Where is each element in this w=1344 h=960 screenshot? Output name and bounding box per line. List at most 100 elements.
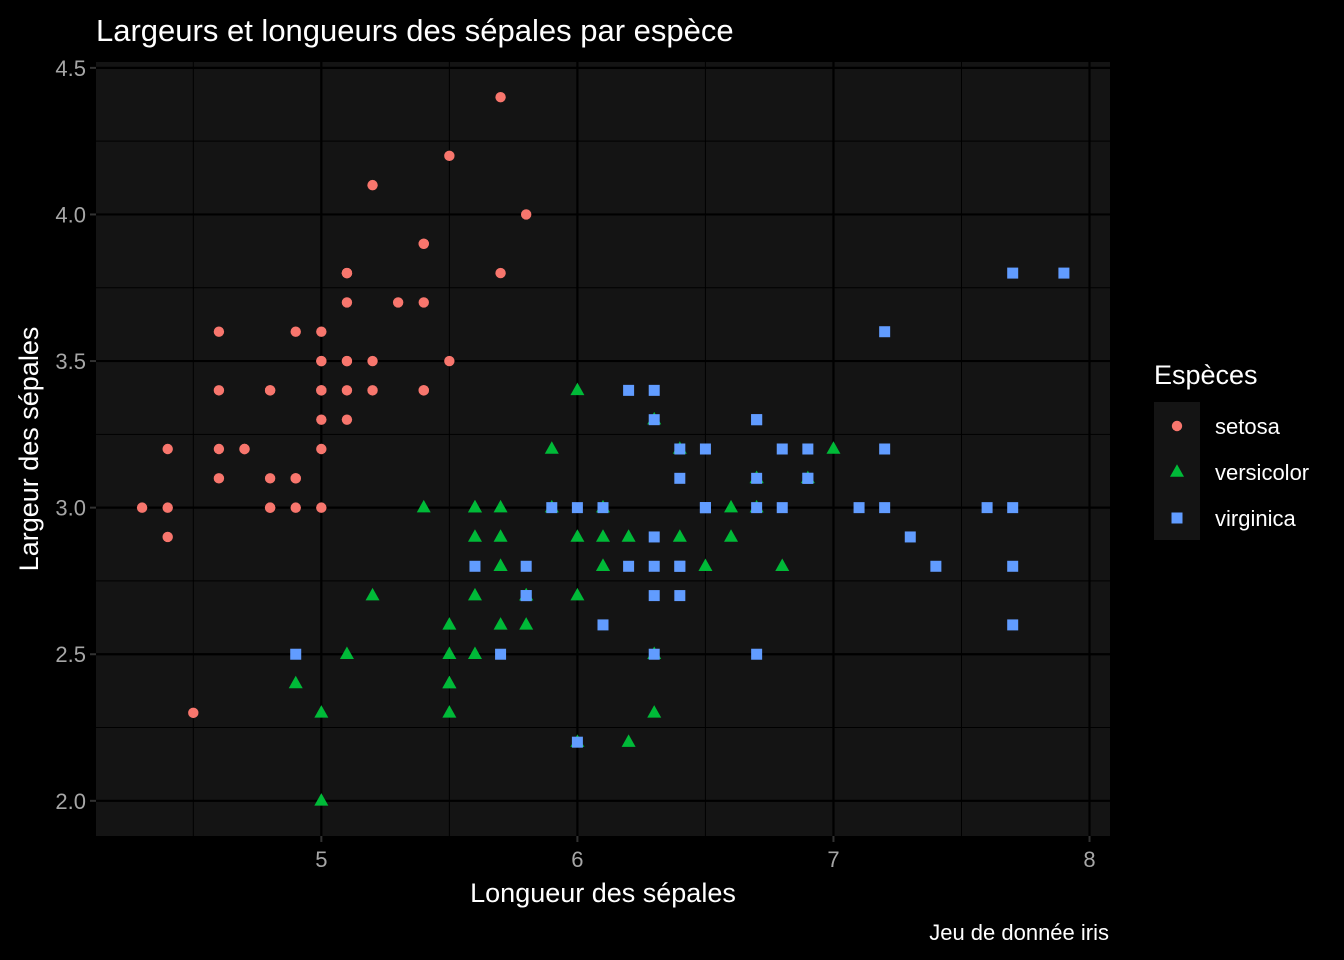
data-point-versicolor xyxy=(365,587,380,601)
legend-title: Espèces xyxy=(1154,360,1258,390)
data-point-virginica xyxy=(648,414,660,426)
data-point-versicolor xyxy=(621,734,636,747)
legend-key-versicolor xyxy=(1170,464,1184,477)
data-point-virginica xyxy=(981,502,993,514)
data-point-virginica xyxy=(674,472,686,484)
y-tick-label: 2.0 xyxy=(55,789,86,814)
data-point-virginica xyxy=(674,560,686,572)
data-point-virginica xyxy=(699,443,711,455)
data-point-virginica xyxy=(520,590,532,602)
data-point-setosa xyxy=(367,355,378,367)
data-point-setosa xyxy=(316,355,327,367)
x-axis: 5 6 7 8 xyxy=(315,836,1096,872)
data-point-versicolor xyxy=(672,529,687,542)
data-point-versicolor xyxy=(442,705,457,718)
data-point-setosa xyxy=(213,326,225,337)
data-point-setosa xyxy=(162,443,173,455)
data-point-virginica xyxy=(648,560,660,572)
data-point-versicolor xyxy=(288,675,303,689)
data-point-versicolor xyxy=(596,529,610,542)
data-point-setosa xyxy=(188,707,199,719)
data-point-setosa xyxy=(290,473,301,484)
data-point-virginica xyxy=(904,531,916,543)
data-point-versicolor xyxy=(621,529,636,542)
data-point-versicolor xyxy=(647,705,662,718)
data-point-setosa xyxy=(316,443,327,455)
chart-title: Largeurs et longueurs des sépales par es… xyxy=(96,13,734,48)
data-point-virginica xyxy=(853,502,865,514)
data-point-setosa xyxy=(495,91,506,103)
data-point-setosa xyxy=(213,443,225,455)
data-point-virginica xyxy=(1007,560,1019,572)
data-point-virginica xyxy=(776,443,788,455)
x-tick-label: 8 xyxy=(1083,847,1095,872)
data-point-setosa xyxy=(213,473,225,484)
data-point-virginica xyxy=(648,590,660,602)
data-point-virginica xyxy=(699,502,711,514)
data-point-versicolor xyxy=(724,529,739,542)
data-point-virginica xyxy=(1007,619,1019,631)
data-point-setosa xyxy=(264,385,276,396)
data-point-virginica xyxy=(648,648,660,660)
x-tick-label: 7 xyxy=(827,847,839,872)
legend-label-versicolor: versicolor xyxy=(1215,460,1309,485)
data-point-versicolor xyxy=(467,499,482,513)
data-point-versicolor xyxy=(493,617,508,630)
x-tick-label: 6 xyxy=(571,847,583,872)
data-point-virginica xyxy=(879,502,891,514)
data-point-setosa xyxy=(290,502,301,513)
data-point-versicolor xyxy=(467,646,482,659)
x-tick-label: 5 xyxy=(315,847,327,872)
data-point-virginica xyxy=(751,502,763,514)
data-point-virginica xyxy=(802,443,814,455)
data-point-virginica xyxy=(751,648,763,660)
data-point-setosa xyxy=(341,414,353,425)
data-point-setosa xyxy=(520,209,532,220)
y-tick-label: 3.0 xyxy=(55,496,86,521)
data-point-setosa xyxy=(162,502,173,513)
data-point-virginica xyxy=(571,502,583,514)
data-point-versicolor xyxy=(724,499,739,513)
plot-panel xyxy=(96,62,1110,836)
legend: Espèces setosa versicolor virginica xyxy=(1154,360,1309,540)
data-point-versicolor xyxy=(314,705,329,718)
data-point-virginica xyxy=(648,531,660,543)
data-point-setosa xyxy=(264,502,276,513)
data-point-versicolor xyxy=(570,382,585,396)
data-point-setosa xyxy=(341,267,353,279)
data-point-versicolor xyxy=(339,646,354,659)
legend-label-setosa: setosa xyxy=(1215,414,1281,439)
data-point-virginica xyxy=(571,736,583,748)
data-point-versicolor xyxy=(698,558,713,572)
data-point-versicolor xyxy=(596,558,610,572)
data-point-virginica xyxy=(623,384,635,396)
data-point-virginica xyxy=(1007,267,1019,279)
y-tick-label: 4.5 xyxy=(55,56,86,81)
data-point-versicolor xyxy=(493,499,508,513)
data-point-setosa xyxy=(316,385,327,396)
data-point-versicolor xyxy=(493,529,508,542)
data-point-versicolor xyxy=(826,441,841,454)
data-point-versicolor xyxy=(544,441,559,454)
data-point-versicolor xyxy=(442,675,457,689)
data-point-setosa xyxy=(341,297,353,308)
data-point-versicolor xyxy=(467,529,482,542)
data-point-versicolor xyxy=(570,529,585,542)
y-tick-label: 2.5 xyxy=(55,642,86,667)
data-point-virginica xyxy=(546,502,558,514)
data-point-virginica xyxy=(1007,502,1019,514)
data-point-virginica xyxy=(290,648,302,660)
data-point-virginica xyxy=(597,502,609,514)
data-point-setosa xyxy=(341,385,353,396)
data-point-setosa xyxy=(392,297,404,308)
data-points xyxy=(136,91,1070,806)
data-point-virginica xyxy=(674,590,686,602)
data-point-virginica xyxy=(520,560,532,572)
data-point-setosa xyxy=(264,473,276,484)
data-point-versicolor xyxy=(493,558,508,572)
data-point-virginica xyxy=(751,472,763,484)
data-point-virginica xyxy=(879,443,891,455)
x-axis-title: Longueur des sépales xyxy=(470,878,736,908)
y-axis-title: Largeur des sépales xyxy=(14,327,44,572)
